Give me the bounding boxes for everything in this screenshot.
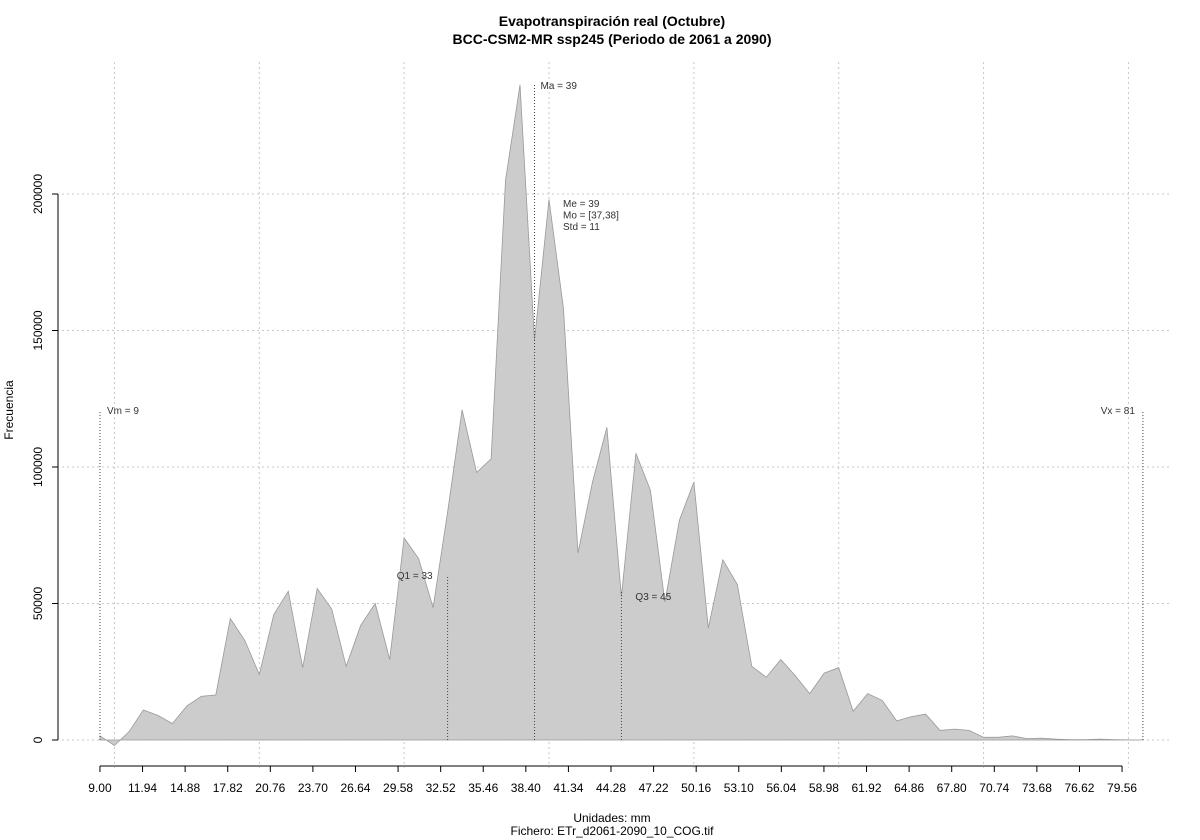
stat-label: Mo = [37,38] [563,211,619,222]
y-tick-label: 0 [31,736,45,743]
x-tick-label: 29.58 [383,781,413,795]
x-tick-label: 26.64 [340,781,370,795]
x-tick-label: 70.74 [979,781,1009,795]
x-tick-label: 76.62 [1064,781,1094,795]
x-tick-label: 73.68 [1022,781,1052,795]
x-tick-label: 53.10 [724,781,754,795]
x-tick-label: 9.00 [88,781,112,795]
x-tick-label: 35.46 [468,781,498,795]
x-axis-label: Unidades: mm [573,811,650,825]
x-tick-label: 56.04 [766,781,796,795]
x-tick-label: 20.76 [255,781,285,795]
x-tick-label: 44.28 [596,781,626,795]
y-tick-label: 200000 [31,174,45,214]
x-tick-label: 32.52 [426,781,456,795]
y-tick-label: 100000 [31,447,45,487]
x-tick-label: 17.82 [213,781,243,795]
y-tick-label: 150000 [31,310,45,350]
marker-label: Ma = 39 [541,81,578,92]
x-tick-label: 61.92 [852,781,882,795]
stat-label: Me = 39 [563,199,600,210]
chart-subtitle: BCC-CSM2-MR ssp245 (Periodo de 2061 a 20… [453,31,772,47]
x-tick-label: 14.88 [170,781,200,795]
x-tick-label: 79.56 [1107,781,1137,795]
y-axis-label: Frecuencia [2,380,16,440]
x-tick-label: 58.98 [809,781,839,795]
x-tick-label: 23.70 [298,781,328,795]
marker-label: Vm = 9 [107,406,139,417]
chart-title: Evapotranspiración real (Octubre) [499,13,725,29]
x-tick-label: 64.86 [894,781,924,795]
stat-label: Std = 11 [563,222,600,233]
x-tick-label: 41.34 [553,781,583,795]
x-tick-label: 50.16 [681,781,711,795]
y-tick-label: 50000 [31,586,45,620]
x-tick-label: 67.80 [937,781,967,795]
x-tick-label: 38.40 [511,781,541,795]
caption: Fichero: ETr_d2061-2090_10_COG.tif [511,824,715,838]
x-tick-label: 47.22 [639,781,669,795]
marker-label: Q3 = 45 [635,592,671,603]
marker-label: Vx = 81 [1101,406,1136,417]
x-tick-label: 11.94 [128,781,157,795]
marker-label: Q1 = 33 [397,571,433,582]
